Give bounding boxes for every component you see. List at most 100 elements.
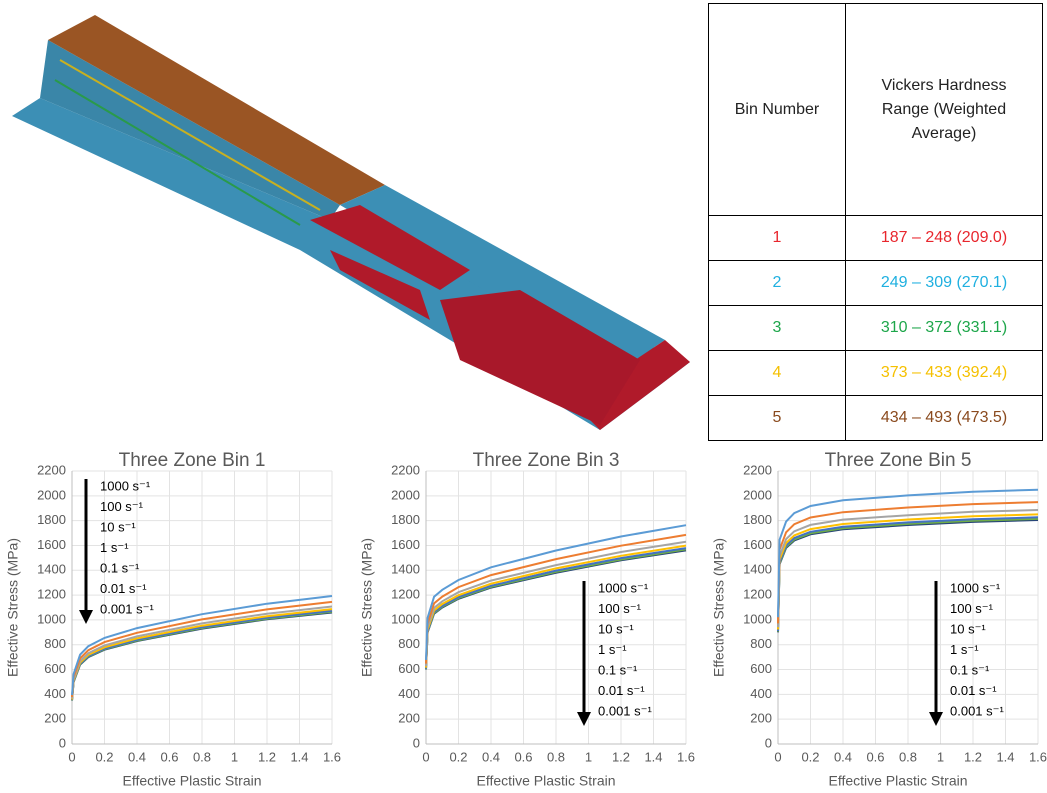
legend-entry: 100 s⁻¹ [598,601,642,616]
x-tick-label: 1.6 [323,749,341,764]
table-cell: 373 – 433 (392.4) [846,351,1043,396]
legend-entry: 10 s⁻¹ [598,621,634,636]
y-tick-label: 0 [59,735,66,750]
y-tick-label: 800 [44,636,66,651]
y-tick-label: 400 [750,686,772,701]
x-tick-label: 0.8 [547,749,565,764]
x-tick-label: 0.6 [514,749,532,764]
legend-entry: 0.001 s⁻¹ [950,703,1005,718]
y-tick-label: 800 [750,636,772,651]
y-tick-label: 2000 [37,487,66,502]
y-tick-label: 1000 [743,611,772,626]
x-tick-label: 1.2 [258,749,276,764]
legend-entry: 0.001 s⁻¹ [100,601,155,616]
x-tick-label: 1.6 [677,749,695,764]
y-tick-label: 2200 [743,462,772,477]
x-tick-label: 0.2 [449,749,467,764]
x-tick-label: 1 [585,749,592,764]
y-tick-label: 800 [398,636,420,651]
header-cell: Bin Number [709,4,846,216]
table-cell: 187 – 248 (209.0) [846,216,1043,261]
y-tick-label: 1000 [391,611,420,626]
y-tick-label: 1400 [743,562,772,577]
y-tick-label: 1400 [391,562,420,577]
y-tick-label: 1200 [391,587,420,602]
x-tick-label: 1.6 [1029,749,1047,764]
x-tick-label: 0.6 [866,749,884,764]
x-tick-label: 0.8 [899,749,917,764]
legend-entry: 10 s⁻¹ [100,519,136,534]
legend-entry: 0.1 s⁻¹ [598,662,638,677]
legend-entry: 0.001 s⁻¹ [598,703,653,718]
charts: Three Zone Bin 1 Effective Plastic Strain… [0,443,1047,793]
y-tick-label: 200 [398,711,420,726]
x-tick-label: 0.8 [193,749,211,764]
x-tick-label: 0.2 [95,749,113,764]
legend-arrowhead [79,610,93,624]
y-tick-label: 200 [44,711,66,726]
x-tick-label: 0.6 [160,749,178,764]
y-tick-label: 1600 [743,537,772,552]
x-tick-label: 1.4 [644,749,662,764]
legend-entry: 0.01 s⁻¹ [100,581,147,596]
x-axis-label: Effective Plastic Strain [476,773,615,789]
legend-entry: 1000 s⁻¹ [100,478,151,493]
y-tick-label: 1200 [37,587,66,602]
x-tick-label: 1.2 [612,749,630,764]
y-axis-label: Effective Stress (MPa) [711,538,727,677]
legend-entry: 1 s⁻¹ [598,642,627,657]
legend-entry: 1 s⁻¹ [100,540,129,555]
x-tick-label: 0 [422,749,429,764]
x-tick-label: 0.2 [801,749,819,764]
table-cell: 1 [709,216,846,261]
header-cell: Vickers Hardness Range (Weighted Average… [846,4,1043,216]
legend-entry: 100 s⁻¹ [950,601,994,616]
y-tick-label: 2000 [743,487,772,502]
y-axis-label: Effective Stress (MPa) [359,538,375,677]
chart-title: Three Zone Bin 5 [825,450,972,471]
table-cell: 310 – 372 (331.1) [846,306,1043,351]
x-tick-label: 0 [68,749,75,764]
x-tick-label: 0 [774,749,781,764]
table-cell: 4 [709,351,846,396]
x-tick-label: 0.4 [834,749,852,764]
y-tick-label: 1600 [37,537,66,552]
x-axis-label: Effective Plastic Strain [828,773,967,789]
y-tick-label: 1800 [37,512,66,527]
y-tick-label: 1600 [391,537,420,552]
legend-entry: 0.01 s⁻¹ [598,683,645,698]
mesh-model [0,0,700,450]
y-tick-label: 0 [765,735,772,750]
table-cell: 3 [709,306,846,351]
x-tick-label: 0.4 [128,749,146,764]
y-tick-label: 1000 [37,611,66,626]
y-tick-label: 2200 [391,462,420,477]
table-cell: 2 [709,261,846,306]
y-axis-label: Effective Stress (MPa) [5,538,21,677]
table-cell: 249 – 309 (270.1) [846,261,1043,306]
table-row: 3310 – 372 (331.1) [709,306,1043,351]
y-tick-label: 200 [750,711,772,726]
legend-entry: 0.01 s⁻¹ [950,683,997,698]
x-tick-label: 0.4 [482,749,500,764]
y-tick-label: 1400 [37,562,66,577]
legend-entry: 0.1 s⁻¹ [100,560,140,575]
x-tick-label: 1 [231,749,238,764]
x-axis-label: Effective Plastic Strain [122,773,261,789]
x-tick-label: 1 [937,749,944,764]
y-tick-label: 1800 [391,512,420,527]
y-tick-label: 400 [398,686,420,701]
y-tick-label: 1200 [743,587,772,602]
y-tick-label: 600 [44,661,66,676]
table-cell: 5 [709,396,846,441]
legend-entry: 1 s⁻¹ [950,642,979,657]
x-tick-label: 1.4 [996,749,1014,764]
table-row: 1187 – 248 (209.0) [709,216,1043,261]
x-tick-label: 1.2 [964,749,982,764]
chart-title: Three Zone Bin 1 [119,450,266,471]
y-tick-label: 600 [398,661,420,676]
